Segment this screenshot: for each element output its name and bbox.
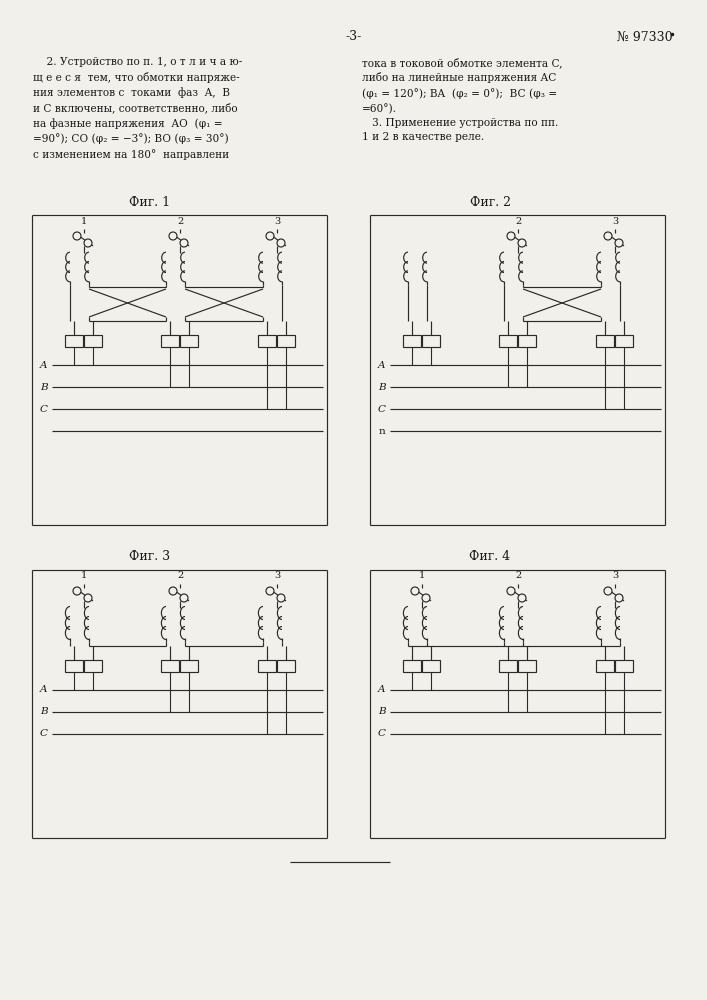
Text: A: A [378, 360, 386, 369]
Circle shape [180, 594, 188, 602]
Circle shape [169, 232, 177, 240]
Text: 3: 3 [612, 217, 618, 226]
Bar [518, 335, 536, 347]
Bar [615, 660, 633, 672]
Text: тока в токовой обмотке элемента C,
либо на линейные напряжения AC
(φ₁ = 120°); B: тока в токовой обмотке элемента C, либо … [362, 57, 563, 142]
Bar [258, 660, 276, 672]
Bar [161, 660, 179, 672]
Text: 3: 3 [274, 217, 280, 226]
Circle shape [180, 239, 188, 247]
Bar [180, 660, 198, 672]
Text: 1: 1 [419, 572, 425, 580]
Circle shape [604, 587, 612, 595]
Text: B: B [40, 708, 48, 716]
Circle shape [266, 232, 274, 240]
Circle shape [422, 594, 430, 602]
Circle shape [507, 587, 515, 595]
Bar [258, 335, 276, 347]
Text: 2: 2 [177, 572, 183, 580]
Circle shape [73, 587, 81, 595]
Text: 2: 2 [515, 572, 521, 580]
Bar [518, 660, 536, 672]
Text: 3: 3 [612, 572, 618, 580]
Text: n: n [379, 426, 385, 436]
Bar [596, 335, 614, 347]
Text: Фиг. 2: Фиг. 2 [469, 196, 510, 209]
Text: Фиг. 4: Фиг. 4 [469, 550, 510, 564]
Circle shape [615, 594, 623, 602]
Text: Фиг. 1: Фиг. 1 [129, 196, 170, 209]
Text: C: C [40, 730, 48, 738]
Circle shape [266, 587, 274, 595]
Text: -3-: -3- [346, 30, 362, 43]
Bar [422, 660, 440, 672]
Bar [422, 335, 440, 347]
Circle shape [73, 232, 81, 240]
Circle shape [84, 594, 92, 602]
Circle shape [518, 239, 526, 247]
Text: C: C [378, 404, 386, 414]
Text: A: A [40, 360, 48, 369]
Bar [161, 335, 179, 347]
Bar [65, 660, 83, 672]
Text: Фиг. 3: Фиг. 3 [129, 550, 170, 564]
Circle shape [507, 232, 515, 240]
Circle shape [604, 232, 612, 240]
Text: B: B [40, 382, 48, 391]
Bar [615, 335, 633, 347]
Bar [277, 335, 295, 347]
Text: 1: 1 [81, 217, 87, 226]
Text: B: B [378, 382, 386, 391]
Text: № 97330: № 97330 [617, 30, 673, 43]
Bar [65, 335, 83, 347]
Text: 2: 2 [515, 217, 521, 226]
Text: A: A [40, 686, 48, 694]
Bar [403, 335, 421, 347]
Text: 1: 1 [81, 572, 87, 580]
Bar [499, 660, 517, 672]
Text: C: C [40, 404, 48, 414]
Bar [84, 660, 102, 672]
Text: B: B [378, 708, 386, 716]
Text: 2: 2 [177, 217, 183, 226]
Bar [596, 660, 614, 672]
Bar [499, 335, 517, 347]
Circle shape [615, 239, 623, 247]
Text: C: C [378, 730, 386, 738]
Circle shape [411, 587, 419, 595]
Bar [403, 660, 421, 672]
Text: 2. Устройство по п. 1, о т л и ч а ю-
щ е е с я  тем, что обмотки напряже-
ния э: 2. Устройство по п. 1, о т л и ч а ю- щ … [33, 57, 243, 160]
Text: A: A [378, 686, 386, 694]
Circle shape [84, 239, 92, 247]
Circle shape [277, 239, 285, 247]
Bar [180, 335, 198, 347]
Text: 3: 3 [274, 572, 280, 580]
Circle shape [277, 594, 285, 602]
Bar [277, 660, 295, 672]
Bar [84, 335, 102, 347]
Circle shape [518, 594, 526, 602]
Circle shape [169, 587, 177, 595]
